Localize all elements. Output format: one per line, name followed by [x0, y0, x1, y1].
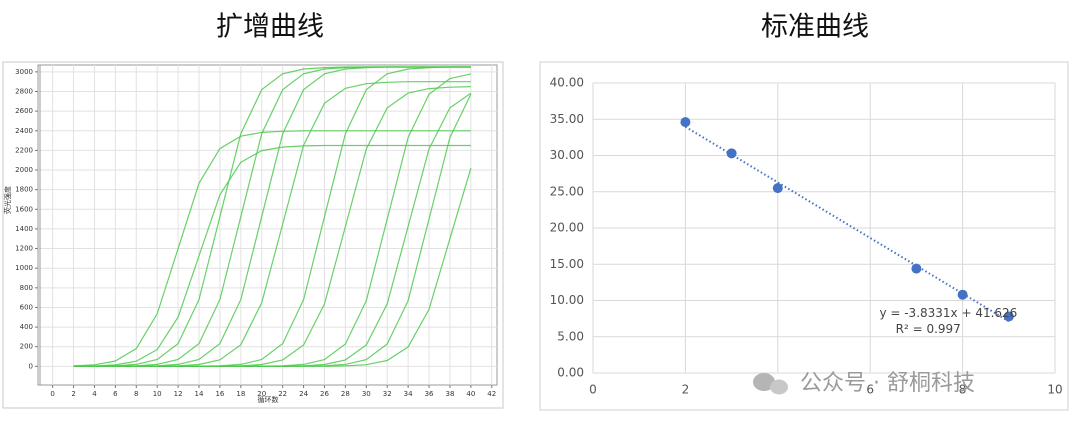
x-tick-label: 16	[215, 390, 224, 398]
y-tick-label: 20.00	[550, 221, 584, 235]
x-tick-label: 6	[866, 383, 874, 397]
y-tick-label: 200	[20, 343, 33, 351]
point	[772, 183, 783, 194]
y-tick-label: 1200	[15, 245, 33, 253]
y-tick-label: 15.00	[550, 257, 584, 271]
x-tick-label: 0	[50, 390, 54, 398]
x-tick-label: 4	[92, 390, 97, 398]
y-tick-label: 2400	[15, 127, 33, 135]
x-tick-label: 2	[682, 383, 690, 397]
trendline-equation: y = -3.8331x + 41.626	[879, 306, 1017, 320]
y-tick-label: 800	[20, 284, 33, 292]
y-tick-label: 0.00	[557, 366, 584, 380]
x-tick-label: 40	[466, 390, 475, 398]
x-tick-label: 18	[236, 390, 245, 398]
point	[911, 263, 922, 274]
point	[1003, 311, 1014, 322]
x-tick-label: 20	[257, 390, 266, 398]
chart-frame	[2, 61, 504, 409]
x-axis-label: 循环数	[258, 395, 279, 404]
y-tick-label: 1000	[15, 264, 33, 272]
y-tick-label: 2000	[15, 166, 33, 174]
x-tick-label: 28	[341, 390, 350, 398]
y-tick-label: 1400	[15, 225, 33, 233]
x-tick-label: 10	[153, 390, 162, 398]
watermark-icon	[753, 373, 788, 395]
x-tick-label: 34	[404, 390, 413, 398]
x-tick-label: 8	[959, 383, 967, 397]
point	[957, 289, 968, 300]
point	[726, 148, 737, 159]
y-tick-label: 1600	[15, 205, 33, 213]
amplification-curve	[73, 167, 472, 367]
y-tick-label: 5.00	[557, 329, 584, 343]
chart-title: 标准曲线	[761, 12, 869, 43]
plot-area	[37, 64, 498, 386]
trendline	[684, 125, 1010, 323]
x-tick-label: 24	[299, 390, 308, 398]
amplification-curve	[73, 144, 471, 367]
y-tick-label: 600	[20, 303, 33, 311]
y-tick-label: 400	[20, 323, 33, 331]
x-tick-label: 10	[1047, 383, 1062, 397]
x-tick-label: 38	[445, 390, 454, 398]
x-tick-label: 8	[134, 390, 138, 398]
x-tick-label: 32	[383, 390, 392, 398]
y-tick-label: 30.00	[550, 148, 584, 162]
x-tick-label: 22	[278, 390, 287, 398]
y-tick-label: 10.00	[550, 293, 584, 307]
x-tick-label: 14	[195, 390, 204, 398]
y-axis-label: 荧光强度	[3, 186, 12, 214]
amplification-curve	[73, 130, 471, 367]
y-tick-label: 2600	[15, 107, 33, 115]
y-tick-label: 2200	[15, 146, 33, 154]
y-tick-label: 40.00	[550, 76, 584, 90]
x-tick-label: 26	[320, 390, 329, 398]
x-tick-label: 2	[71, 390, 75, 398]
point	[680, 117, 691, 128]
x-tick-label: 0	[589, 383, 597, 397]
y-tick-label: 1800	[15, 186, 33, 194]
watermark: 公众号 · 舒桐科技	[800, 371, 975, 396]
x-tick-label: 12	[174, 390, 183, 398]
x-tick-label: 42	[487, 390, 496, 398]
x-tick-label: 36	[425, 390, 434, 398]
y-tick-label: 2800	[15, 88, 33, 96]
chart-frame	[539, 61, 1069, 411]
x-tick-label: 6	[113, 390, 118, 398]
chart-title: 扩增曲线	[216, 12, 324, 43]
y-tick-label: 35.00	[550, 112, 584, 126]
y-tick-label: 25.00	[550, 184, 584, 198]
y-tick-label: 3000	[15, 68, 33, 76]
r-squared: R² = 0.997	[896, 322, 961, 336]
y-tick-label: 0	[29, 362, 33, 370]
x-tick-label: 30	[362, 390, 371, 398]
